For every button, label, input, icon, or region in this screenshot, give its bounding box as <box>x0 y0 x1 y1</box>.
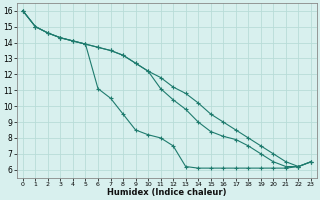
X-axis label: Humidex (Indice chaleur): Humidex (Indice chaleur) <box>107 188 227 197</box>
